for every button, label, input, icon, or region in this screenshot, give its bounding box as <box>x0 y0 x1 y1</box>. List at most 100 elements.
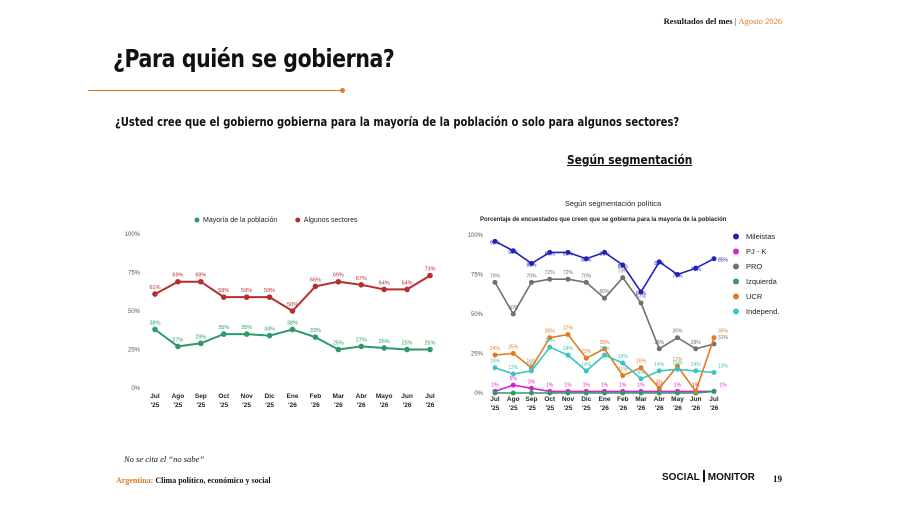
data-point-izquierda <box>510 390 516 396</box>
data-point-algunos-sectores <box>381 286 387 293</box>
data-label-algunos-sectores: 69% <box>172 273 183 279</box>
x-tick-label: Ago <box>172 393 185 400</box>
data-point-ucr <box>656 385 662 391</box>
legend-marker-mayor-a-de-la-poblaci-n <box>194 217 200 223</box>
data-label-mileistas: 75% <box>672 274 683 280</box>
chart-title: Según segmentación política <box>565 199 662 208</box>
x-tick-year: '26 <box>403 402 412 409</box>
segment-heading: Según segmentación <box>567 152 693 167</box>
x-tick-year: '25 <box>545 405 554 412</box>
data-label-pro: 28% <box>654 340 665 346</box>
x-tick-label: Nov <box>562 396 575 403</box>
data-label-ucr: 22% <box>581 349 592 355</box>
x-tick-year: '25 <box>265 402 274 409</box>
data-point-mayor-a-de-la-poblaci-n <box>335 346 342 353</box>
legend-marker-algunos-sectores <box>295 217 301 223</box>
data-label-ucr: 35% <box>545 329 556 335</box>
data-point-mileistas <box>656 259 662 265</box>
x-tick-label: Ene <box>599 396 611 403</box>
x-tick-label: Jun <box>401 393 413 400</box>
data-point-pro <box>529 279 534 285</box>
data-point-independ- <box>656 368 662 374</box>
data-label-ucr: 17% <box>672 357 683 363</box>
x-tick-label: Jul <box>150 393 160 400</box>
data-point-mayor-a-de-la-poblaci-n <box>312 334 319 340</box>
data-label-pj-k: 1% <box>601 382 609 388</box>
footnote: No se cita el “no sabe” <box>124 454 205 464</box>
x-tick-label: Abr <box>356 393 368 400</box>
data-point-izquierda <box>638 390 644 396</box>
data-point-mayor-a-de-la-poblaci-n <box>243 331 250 337</box>
legend-label-algunos-sectores: Algunos sectores <box>304 217 358 224</box>
data-point-izquierda <box>675 390 680 396</box>
data-point-pj-k <box>529 385 534 391</box>
data-point-mileistas <box>693 265 699 271</box>
footer-topic: Argentina: Clima político, económico y s… <box>116 476 271 485</box>
data-point-independ- <box>492 365 498 371</box>
data-point-pro <box>565 276 571 282</box>
data-point-pro <box>656 346 662 352</box>
data-label-ucr: 35% <box>718 329 729 335</box>
header-separator: | <box>734 16 737 26</box>
data-label-pro: 57% <box>636 294 647 300</box>
data-point-mayor-a-de-la-poblaci-n <box>220 331 227 337</box>
data-label-independ-: 14% <box>654 362 665 368</box>
data-point-algunos-sectores <box>243 294 250 300</box>
title-rule <box>88 90 344 91</box>
x-tick-year: '26 <box>691 405 700 412</box>
data-label-mayor-a-de-la-poblaci-n: 27% <box>356 337 367 343</box>
y-tick-label: 100% <box>468 233 484 239</box>
footer-country: Argentina: <box>116 476 154 485</box>
data-label-pj-k: 1% <box>674 382 682 388</box>
data-point-independ- <box>583 368 589 374</box>
data-label-mileistas: 90% <box>508 250 519 256</box>
data-point-mileistas <box>602 249 607 255</box>
x-tick-label: Abr <box>654 396 666 403</box>
data-label-algunos-sectores: 69% <box>195 273 206 279</box>
data-label-ucr: 37% <box>563 326 574 332</box>
data-label-algunos-sectores: 64% <box>402 280 413 286</box>
data-label-mayor-a-de-la-poblaci-n: 35% <box>218 325 229 331</box>
data-point-mayor-a-de-la-poblaci-n <box>427 346 433 353</box>
x-tick-year: '26 <box>380 402 389 409</box>
data-label-independ-: 24% <box>563 346 574 352</box>
data-point-independ- <box>620 360 626 366</box>
x-tick-year: '25 <box>564 405 573 412</box>
x-tick-label: Ago <box>507 396 520 403</box>
data-label-algunos-sectores: 59% <box>218 288 229 294</box>
data-label-mileistas: 82% <box>526 262 537 268</box>
chart-subtitle: Porcentaje de encuestados que creen que … <box>480 217 727 223</box>
data-label-mileistas: 89% <box>599 251 610 257</box>
data-point-pro <box>547 276 553 282</box>
data-point-mileistas <box>620 262 626 268</box>
data-label-mayor-a-de-la-poblaci-n: 27% <box>172 337 183 343</box>
page-title: ¿Para quién se gobierna? <box>113 44 395 73</box>
y-tick-label: 0% <box>131 386 140 392</box>
data-point-mayor-a-de-la-poblaci-n <box>175 343 181 350</box>
data-label-mileistas: 83% <box>654 261 665 267</box>
data-point-ucr <box>693 388 699 394</box>
x-tick-year: '26 <box>673 405 682 412</box>
data-point-izquierda <box>492 390 498 396</box>
data-label-mayor-a-de-la-poblaci-n: 25% <box>402 341 413 347</box>
data-point-mileistas <box>565 249 571 255</box>
x-tick-year: '26 <box>655 405 664 412</box>
data-label-pj-k: 1% <box>546 382 554 388</box>
data-point-algunos-sectores <box>427 272 433 279</box>
data-label-independ-: 14% <box>526 362 537 368</box>
logos: SOCIAL MONITOR <box>662 470 755 483</box>
x-tick-label: Jul <box>490 396 500 403</box>
x-tick-label: Dic <box>265 393 276 400</box>
x-tick-year: '26 <box>288 402 297 409</box>
data-label-mayor-a-de-la-poblaci-n: 34% <box>264 327 275 333</box>
data-point-pro <box>693 346 699 352</box>
data-label-independ-: 24% <box>599 346 610 352</box>
data-point-pro <box>510 311 516 317</box>
data-point-pro <box>492 279 498 285</box>
x-tick-label: Oct <box>544 396 556 403</box>
x-tick-label: Jul <box>709 396 719 403</box>
data-point-algunos-sectores <box>404 286 410 293</box>
data-label-mayor-a-de-la-poblaci-n: 33% <box>310 328 321 334</box>
x-tick-label: Jul <box>425 393 435 400</box>
data-point-izquierda <box>656 390 662 396</box>
